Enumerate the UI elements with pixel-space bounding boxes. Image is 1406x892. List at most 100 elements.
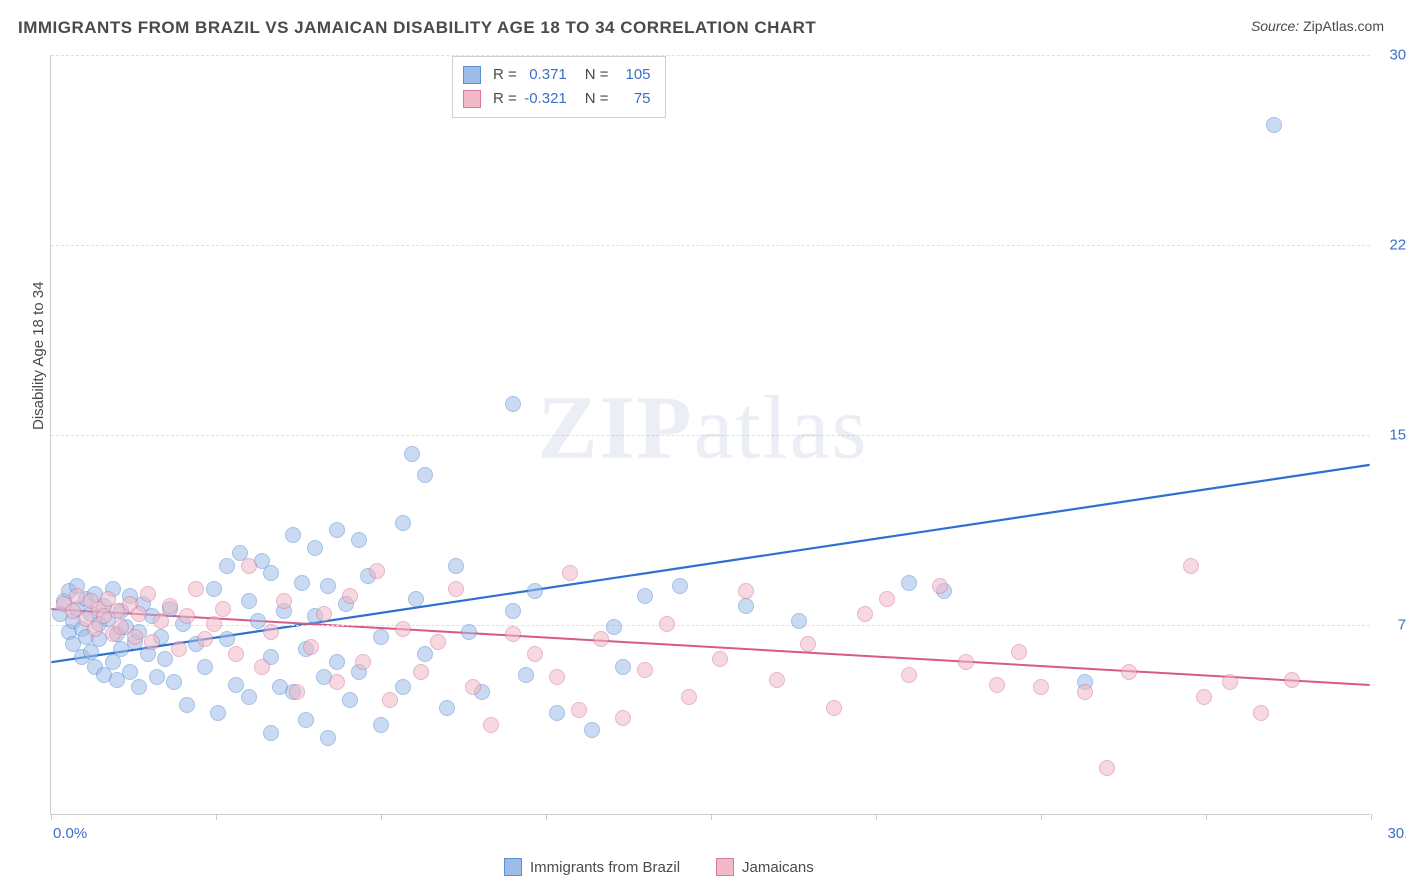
data-point: [210, 705, 226, 721]
x-tick: [876, 814, 877, 820]
data-point: [307, 540, 323, 556]
data-point: [294, 575, 310, 591]
data-point: [342, 588, 358, 604]
data-point: [320, 730, 336, 746]
chart-title: IMMIGRANTS FROM BRAZIL VS JAMAICAN DISAB…: [18, 18, 816, 38]
data-point: [417, 646, 433, 662]
x-tick: [1206, 814, 1207, 820]
data-point: [518, 667, 534, 683]
data-point: [1253, 705, 1269, 721]
data-point: [769, 672, 785, 688]
gridline-h: [51, 625, 1370, 626]
y-tick-label: 15.0%: [1377, 427, 1406, 444]
data-point: [958, 654, 974, 670]
data-point: [1099, 760, 1115, 776]
data-point: [932, 578, 948, 594]
data-point: [206, 616, 222, 632]
data-point: [615, 659, 631, 675]
data-point: [527, 646, 543, 662]
data-point: [637, 588, 653, 604]
data-point: [351, 532, 367, 548]
data-point: [131, 606, 147, 622]
data-point: [527, 583, 543, 599]
data-point: [1121, 664, 1137, 680]
x-tick: [381, 814, 382, 820]
data-point: [857, 606, 873, 622]
data-point: [144, 634, 160, 650]
stats-r-value-1: 0.371: [523, 63, 573, 87]
data-point: [276, 593, 292, 609]
data-point: [263, 624, 279, 640]
data-point: [179, 608, 195, 624]
legend-label-2: Jamaicans: [742, 859, 814, 876]
stats-n-label: N =: [585, 87, 609, 111]
stats-row-series-2: R = -0.321 N = 75: [463, 87, 651, 111]
data-point: [448, 558, 464, 574]
data-point: [637, 662, 653, 678]
stats-swatch-2: [463, 90, 481, 108]
data-point: [355, 654, 371, 670]
x-tick: [546, 814, 547, 820]
data-point: [681, 689, 697, 705]
data-point: [329, 674, 345, 690]
data-point: [672, 578, 688, 594]
data-point: [879, 591, 895, 607]
data-point: [179, 697, 195, 713]
data-point: [1077, 684, 1093, 700]
stats-r-value-2: -0.321: [523, 87, 573, 111]
data-point: [413, 664, 429, 680]
legend-label-1: Immigrants from Brazil: [530, 859, 680, 876]
scatter-plot-area: 7.5%15.0%22.5%30.0%0.0%30.0%: [50, 55, 1370, 815]
x-tick: [51, 814, 52, 820]
data-point: [263, 725, 279, 741]
data-point: [1222, 674, 1238, 690]
data-point: [206, 581, 222, 597]
data-point: [382, 692, 398, 708]
data-point: [606, 619, 622, 635]
x-tick: [1371, 814, 1372, 820]
data-point: [263, 565, 279, 581]
data-point: [219, 631, 235, 647]
data-point: [404, 446, 420, 462]
data-point: [417, 467, 433, 483]
data-point: [285, 527, 301, 543]
x-tick: [216, 814, 217, 820]
data-point: [197, 631, 213, 647]
data-point: [395, 679, 411, 695]
stats-n-value-2: 75: [615, 87, 651, 111]
data-point: [373, 717, 389, 733]
data-point: [153, 613, 169, 629]
data-point: [800, 636, 816, 652]
data-point: [465, 679, 481, 695]
data-point: [615, 710, 631, 726]
data-point: [901, 575, 917, 591]
data-point: [149, 669, 165, 685]
correlation-stats-box: R = 0.371 N = 105 R = -0.321 N = 75: [452, 56, 666, 118]
data-point: [439, 700, 455, 716]
data-point: [395, 621, 411, 637]
source-label: Source:: [1251, 18, 1299, 34]
data-point: [171, 641, 187, 657]
y-tick-label: 7.5%: [1377, 617, 1406, 634]
stats-r-label: R =: [493, 63, 517, 87]
data-point: [505, 396, 521, 412]
data-point: [738, 583, 754, 599]
data-point: [316, 606, 332, 622]
stats-row-series-1: R = 0.371 N = 105: [463, 63, 651, 87]
data-point: [342, 692, 358, 708]
legend-swatch-1: [504, 858, 522, 876]
data-point: [219, 558, 235, 574]
data-point: [131, 679, 147, 695]
data-point: [1183, 558, 1199, 574]
data-point: [562, 565, 578, 581]
stats-swatch-1: [463, 66, 481, 84]
data-point: [1266, 117, 1282, 133]
data-point: [188, 581, 204, 597]
data-point: [549, 705, 565, 721]
gridline-h: [51, 245, 1370, 246]
legend-item-1: Immigrants from Brazil: [504, 858, 680, 876]
data-point: [826, 700, 842, 716]
data-point: [373, 629, 389, 645]
legend-swatch-2: [716, 858, 734, 876]
data-point: [571, 702, 587, 718]
